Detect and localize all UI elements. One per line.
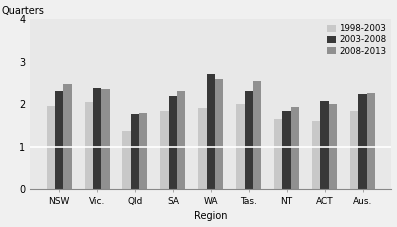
Bar	[253, 81, 261, 189]
Text: Quarters: Quarters	[1, 6, 44, 16]
Bar	[122, 131, 131, 189]
Bar	[198, 109, 206, 189]
Bar	[46, 106, 55, 189]
Bar	[139, 113, 147, 189]
Bar	[329, 104, 337, 189]
Bar	[85, 102, 93, 189]
Legend: 1998-2003, 2003-2008, 2008-2013: 1998-2003, 2003-2008, 2008-2013	[326, 23, 387, 56]
Bar	[320, 101, 329, 189]
Bar	[358, 94, 367, 189]
Bar	[215, 79, 224, 189]
Bar	[160, 111, 169, 189]
Bar	[367, 93, 375, 189]
Bar	[93, 88, 101, 189]
Bar	[274, 119, 283, 189]
Bar	[169, 96, 177, 189]
Bar	[131, 114, 139, 189]
Bar	[245, 91, 253, 189]
Bar	[283, 111, 291, 189]
Bar	[177, 91, 185, 189]
X-axis label: Region: Region	[194, 211, 227, 222]
Bar	[55, 91, 63, 189]
Bar	[206, 74, 215, 189]
Bar	[63, 84, 71, 189]
Bar	[101, 89, 110, 189]
Bar	[312, 121, 320, 189]
Bar	[236, 104, 245, 189]
Bar	[350, 111, 358, 189]
Bar	[291, 107, 299, 189]
